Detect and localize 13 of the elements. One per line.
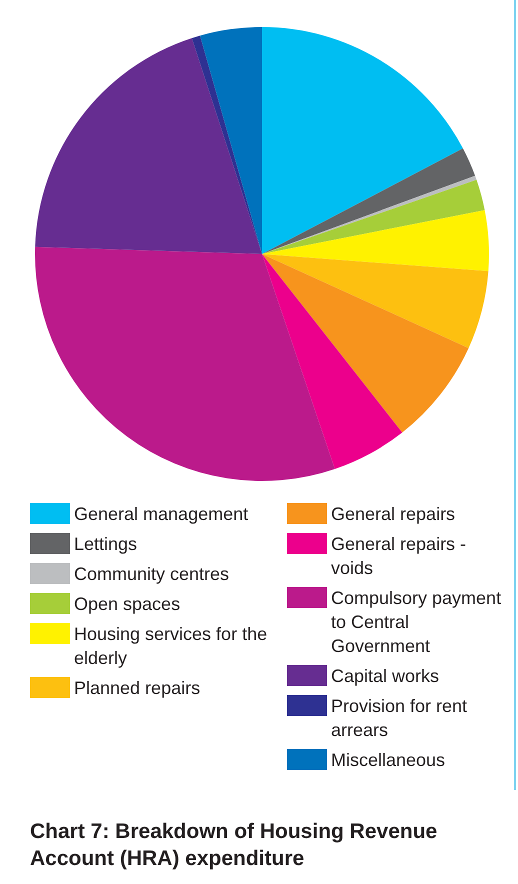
legend-label: General repairs - voids [331,533,468,580]
legend-label: General repairs [331,503,456,526]
legend-label: Miscellaneous [331,749,446,772]
legend-label: Community centres [74,563,230,586]
legend-label: Housing services for the elderly [74,623,268,670]
text: Chart 7: Breakdown of Housing Revenue Account (HRA) expenditure [30,819,438,872]
legend-label: Lettings [74,533,138,556]
legend-label: General management [74,503,250,526]
legend-label: Provision for rent arrears [331,695,468,742]
legend-label: Compulsory payment to Central Government [331,587,502,658]
legend-label: Capital works [331,665,440,688]
legend-label: Planned repairs [74,677,202,700]
legend-label: Open spaces [74,593,182,616]
